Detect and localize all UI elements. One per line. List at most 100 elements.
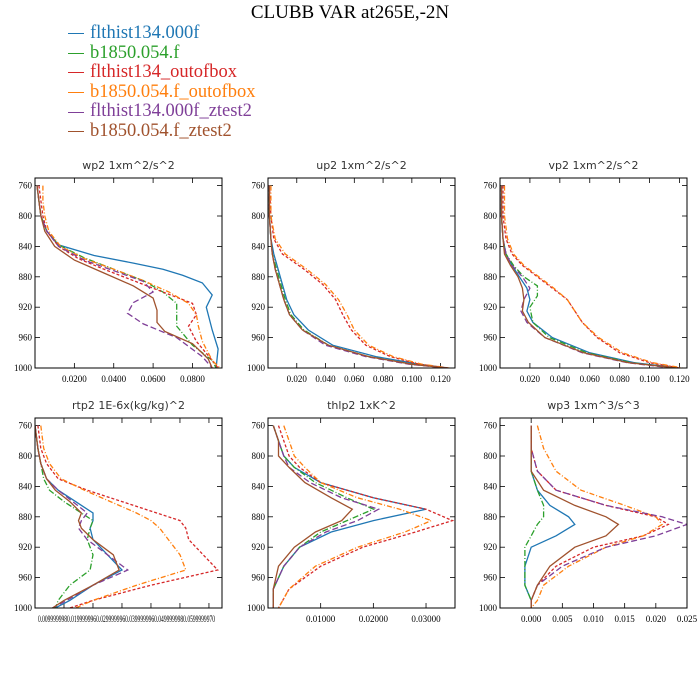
- y-tick-label: 760: [484, 421, 498, 431]
- plot-panel: vp2 1xm^2/s^2 760 800 840 880 920 960 1000 0.020…: [479, 159, 690, 384]
- legend-swatch: [68, 111, 84, 113]
- x-tick-label: 0.100: [402, 374, 423, 384]
- legend-swatch: [68, 33, 84, 35]
- y-tick-label: 920: [484, 542, 498, 552]
- y-tick-label: 880: [252, 272, 266, 282]
- x-tick-label: 0.040: [550, 374, 571, 384]
- legend-swatch: [68, 131, 84, 133]
- series-line: [530, 425, 620, 608]
- series-group: [272, 425, 455, 608]
- series-line: [272, 425, 376, 608]
- plot-panel: thlp2 1xK^2 760 800 840 880 920 960 1000 0.01000…: [247, 399, 456, 624]
- y-tick-label: 1000: [247, 603, 266, 613]
- y-tick-label: 800: [19, 211, 33, 221]
- series-line: [272, 425, 427, 608]
- y-tick-label: 840: [252, 241, 266, 251]
- series-line: [268, 185, 448, 368]
- plot-panel: wp2 1xm^2/s^2 760 800 840 880 920 960 1000 0.020…: [14, 159, 223, 384]
- x-tick-label: 0.005: [552, 614, 573, 624]
- legend-label: flthist134_outofbox: [90, 62, 237, 83]
- x-tick-label: 0.025: [677, 614, 698, 624]
- series-line: [268, 185, 447, 368]
- x-tick-label: 0.0600: [141, 374, 166, 384]
- x-tick-label: 0.000: [521, 614, 542, 624]
- series-line: [35, 425, 124, 608]
- y-tick-label: 880: [19, 272, 33, 282]
- series-line: [500, 185, 677, 368]
- y-tick-label: 960: [484, 333, 498, 343]
- panel-title: thlp2 1xK^2: [327, 399, 396, 412]
- y-tick-label: 960: [252, 573, 266, 583]
- y-tick-label: 960: [252, 333, 266, 343]
- series-line: [42, 185, 221, 368]
- x-tick-label: 0.015: [615, 614, 636, 624]
- legend-label: b1850.054.f_outofbox: [90, 81, 256, 102]
- y-tick-label: 920: [19, 302, 33, 312]
- x-tick-label: 0.0800: [180, 374, 205, 384]
- plot-frame: [499, 177, 688, 369]
- y-tick-label: 1000: [14, 363, 33, 373]
- y-tick-label: 920: [252, 302, 266, 312]
- y-tick-label: 880: [484, 512, 498, 522]
- legend-label: flthist134.000f: [90, 23, 200, 43]
- series-line: [37, 425, 219, 608]
- series-line: [530, 425, 687, 608]
- y-tick-label: 800: [252, 451, 266, 461]
- legend-swatch: [68, 92, 84, 94]
- y-tick-label: 880: [252, 512, 266, 522]
- y-tick-label: 960: [484, 573, 498, 583]
- legend-item: b1850.054.f_ztest2: [68, 121, 255, 142]
- chart-title: CLUBB VAR at265E,-2N: [250, 2, 450, 23]
- y-tick-label: 960: [19, 573, 33, 583]
- y-tick-label: 760: [252, 181, 266, 191]
- series-line: [35, 425, 120, 608]
- x-tick-label: 0.080: [610, 374, 631, 384]
- y-tick-label: 760: [252, 421, 266, 431]
- x-tick-label: 0.020: [646, 614, 667, 624]
- series-line: [268, 185, 448, 368]
- series-line: [36, 185, 217, 368]
- x-tick-label: 0.120: [669, 374, 690, 384]
- series-line: [270, 185, 450, 368]
- y-tick-label: 1000: [479, 363, 498, 373]
- x-tick-label: 0.0200: [62, 374, 87, 384]
- panel-title: vp2 1xm^2/s^2: [548, 159, 638, 172]
- x-tick-label: 0.02000: [359, 614, 389, 624]
- y-tick-label: 840: [484, 481, 498, 491]
- series-line: [40, 425, 187, 608]
- series-group: [35, 425, 219, 608]
- x-tick-label: 0.040: [315, 374, 336, 384]
- series-line: [530, 425, 664, 608]
- series-line: [277, 425, 455, 608]
- plot-frame: [34, 417, 223, 609]
- y-tick-label: 840: [19, 481, 33, 491]
- plot-frame: [499, 417, 688, 609]
- series-line: [36, 185, 213, 368]
- series-line: [36, 185, 219, 368]
- series-group: [524, 425, 687, 608]
- y-tick-label: 920: [19, 542, 33, 552]
- panel-title: wp2 1xm^2/s^2: [82, 159, 175, 172]
- series-group: [36, 185, 221, 368]
- panel-title: rtp2 1E-6x(kg/kg)^2: [72, 399, 185, 412]
- series-line: [502, 185, 680, 368]
- legend-label: flthist134.000f_ztest2: [90, 101, 252, 122]
- y-tick-label: 880: [484, 272, 498, 282]
- series-line: [277, 425, 434, 608]
- x-tick-label: 0.03000: [411, 614, 441, 624]
- y-tick-label: 840: [484, 241, 498, 251]
- y-tick-label: 960: [19, 333, 33, 343]
- plot-panel: rtp2 1E-6x(kg/kg)^2 760 800 840 880 920 960 100…: [14, 399, 223, 624]
- y-tick-label: 880: [19, 512, 33, 522]
- plot-panel: up2 1xm^2/s^2 760 800 840 880 920 960 1000 0.020…: [247, 159, 456, 384]
- x-tick-label: 0.060: [344, 374, 365, 384]
- x-tick-label: 0.100: [639, 374, 660, 384]
- y-tick-label: 840: [252, 481, 266, 491]
- plot-frame: [34, 177, 223, 369]
- series-group: [268, 185, 450, 368]
- legend-item: b1850.054.f_outofbox: [68, 81, 256, 103]
- y-tick-label: 760: [484, 181, 498, 191]
- x-tick-label: 0.020: [520, 374, 541, 384]
- series-line: [500, 185, 677, 368]
